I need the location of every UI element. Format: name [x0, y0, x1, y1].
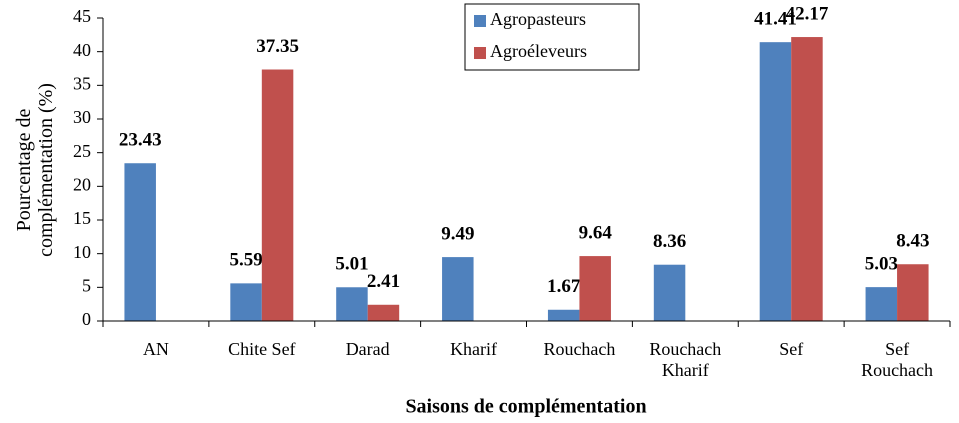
x-tick-label: Sef — [779, 339, 803, 359]
bar — [336, 287, 368, 321]
bar — [261, 69, 294, 321]
y-tick-label: 10 — [73, 242, 91, 262]
x-tick-label: AN — [143, 339, 169, 359]
bar — [230, 283, 262, 321]
value-label: 9.64 — [579, 222, 613, 243]
value-label: 1.67 — [547, 276, 581, 297]
legend-label: Agropasteurs — [490, 9, 586, 29]
bar — [653, 264, 686, 321]
y-tick-label: 45 — [73, 6, 91, 26]
value-label: 8.43 — [896, 231, 929, 252]
legend-label: Agroéleveurs — [490, 41, 587, 61]
value-label: 37.35 — [256, 36, 299, 57]
value-label: 5.01 — [335, 254, 368, 275]
y-tick-label: 0 — [82, 309, 91, 329]
x-axis-title: Saisons de complémentation — [405, 396, 646, 418]
bar — [579, 256, 611, 321]
y-tick-label: 30 — [73, 107, 91, 127]
x-tick-label: Darad — [346, 339, 390, 359]
value-label: 5.03 — [865, 253, 898, 274]
value-label: 2.41 — [367, 271, 400, 292]
y-axis-title: Pourcentage decomplémentation (%) — [13, 83, 57, 257]
bar — [367, 304, 400, 321]
value-label: 41.41 — [754, 9, 797, 30]
bar — [865, 287, 898, 321]
x-tick-label: Kharif — [450, 339, 497, 359]
bar — [547, 309, 580, 321]
legend-box — [464, 3, 640, 71]
legend-swatch — [474, 15, 486, 27]
x-tick-label: Sef Rouchach — [861, 339, 933, 380]
x-tick-label: Chite Sef — [228, 339, 296, 359]
x-tick-label: Rouchach — [543, 339, 615, 359]
bar — [124, 163, 156, 321]
y-tick-label: 20 — [73, 174, 91, 194]
value-label: 8.36 — [653, 231, 686, 252]
bar — [759, 42, 792, 321]
y-tick-label: 25 — [73, 141, 91, 161]
value-label: 9.49 — [441, 223, 474, 244]
legend-swatch — [474, 47, 486, 59]
bar — [791, 37, 823, 322]
y-tick-label: 5 — [82, 275, 91, 295]
y-tick-label: 15 — [73, 208, 91, 228]
value-label: 5.59 — [229, 250, 262, 271]
value-label: 42.17 — [786, 3, 829, 24]
y-tick-label: 40 — [73, 40, 91, 60]
x-tick-label: Rouchach Kharif — [649, 339, 721, 380]
bar — [442, 257, 474, 321]
value-label: 23.43 — [119, 130, 162, 151]
bar — [897, 264, 929, 321]
y-tick-label: 35 — [73, 73, 91, 93]
